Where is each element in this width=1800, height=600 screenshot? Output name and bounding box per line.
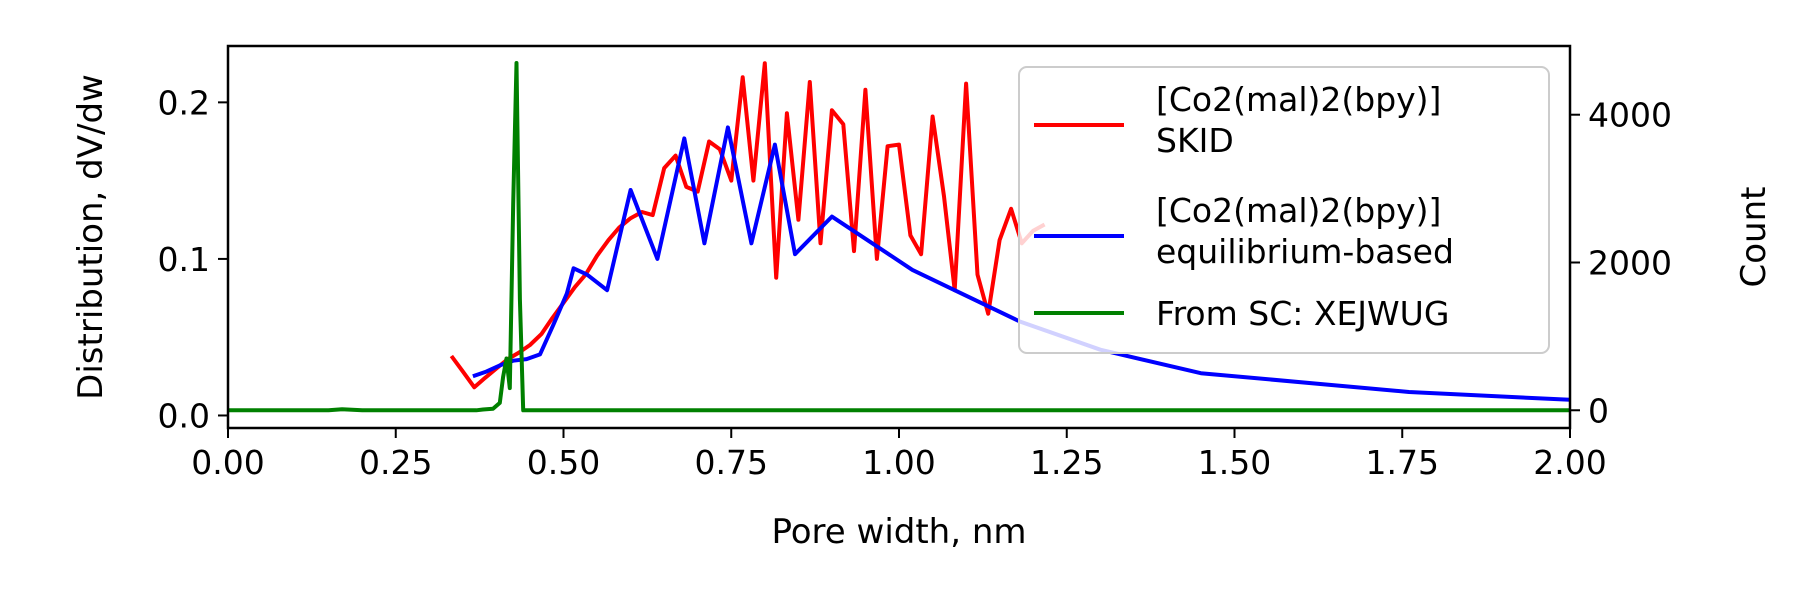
x-tick-label: 0.75 bbox=[695, 443, 768, 482]
x-axis-title: Pore width, nm bbox=[771, 512, 1026, 552]
legend-label-1-line-2: SKID bbox=[1156, 121, 1234, 160]
legend-box bbox=[1018, 66, 1550, 354]
y-tick-label: 0.1 bbox=[158, 240, 210, 279]
x-tick-label: 0.50 bbox=[527, 443, 600, 482]
series-layer bbox=[228, 61, 1570, 413]
series-line-1 bbox=[449, 61, 1046, 390]
x-tick-label: 1.75 bbox=[1366, 443, 1439, 482]
x-axis: 0.00 0.25 0.50 0.75 1.00 1.25 1.50 1.75 2.00 bbox=[191, 428, 1607, 482]
y-axis-title: Distribution, dV/dw bbox=[71, 74, 111, 400]
y2-tick-label: 4000 bbox=[1588, 96, 1672, 135]
legend: [Co2(mal)2(bpy)]SKID[Co2(mal)2(bpy)]equi… bbox=[1018, 66, 1550, 354]
y-axis-left: 0.0 0.1 0.2 bbox=[158, 83, 228, 435]
y2-tick-label: 2000 bbox=[1588, 243, 1672, 282]
legend-label-2-line-2: equilibrium-based bbox=[1156, 232, 1454, 271]
legend-label-3-line-1: From SC: XEJWUG bbox=[1156, 294, 1449, 333]
series-line-2 bbox=[472, 125, 1570, 402]
y-tick-label: 0.2 bbox=[158, 83, 210, 122]
series-line-3 bbox=[228, 61, 1570, 413]
x-tick-label: 1.00 bbox=[862, 443, 935, 482]
x-tick-label: 0.00 bbox=[191, 443, 264, 482]
x-tick-label: 1.25 bbox=[1030, 443, 1103, 482]
y-tick-label: 0.0 bbox=[158, 396, 210, 435]
y2-tick-label: 0 bbox=[1588, 391, 1609, 430]
x-tick-label: 0.25 bbox=[359, 443, 432, 482]
x-tick-label: 1.50 bbox=[1198, 443, 1271, 482]
y2-axis-title: Count bbox=[1734, 187, 1774, 288]
x-tick-label: 2.00 bbox=[1533, 443, 1606, 482]
legend-label-2-line-1: [Co2(mal)2(bpy)] bbox=[1156, 191, 1441, 230]
legend-label-1-line-1: [Co2(mal)2(bpy)] bbox=[1156, 80, 1441, 119]
y-axis-right: 0 2000 4000 bbox=[1570, 96, 1672, 430]
